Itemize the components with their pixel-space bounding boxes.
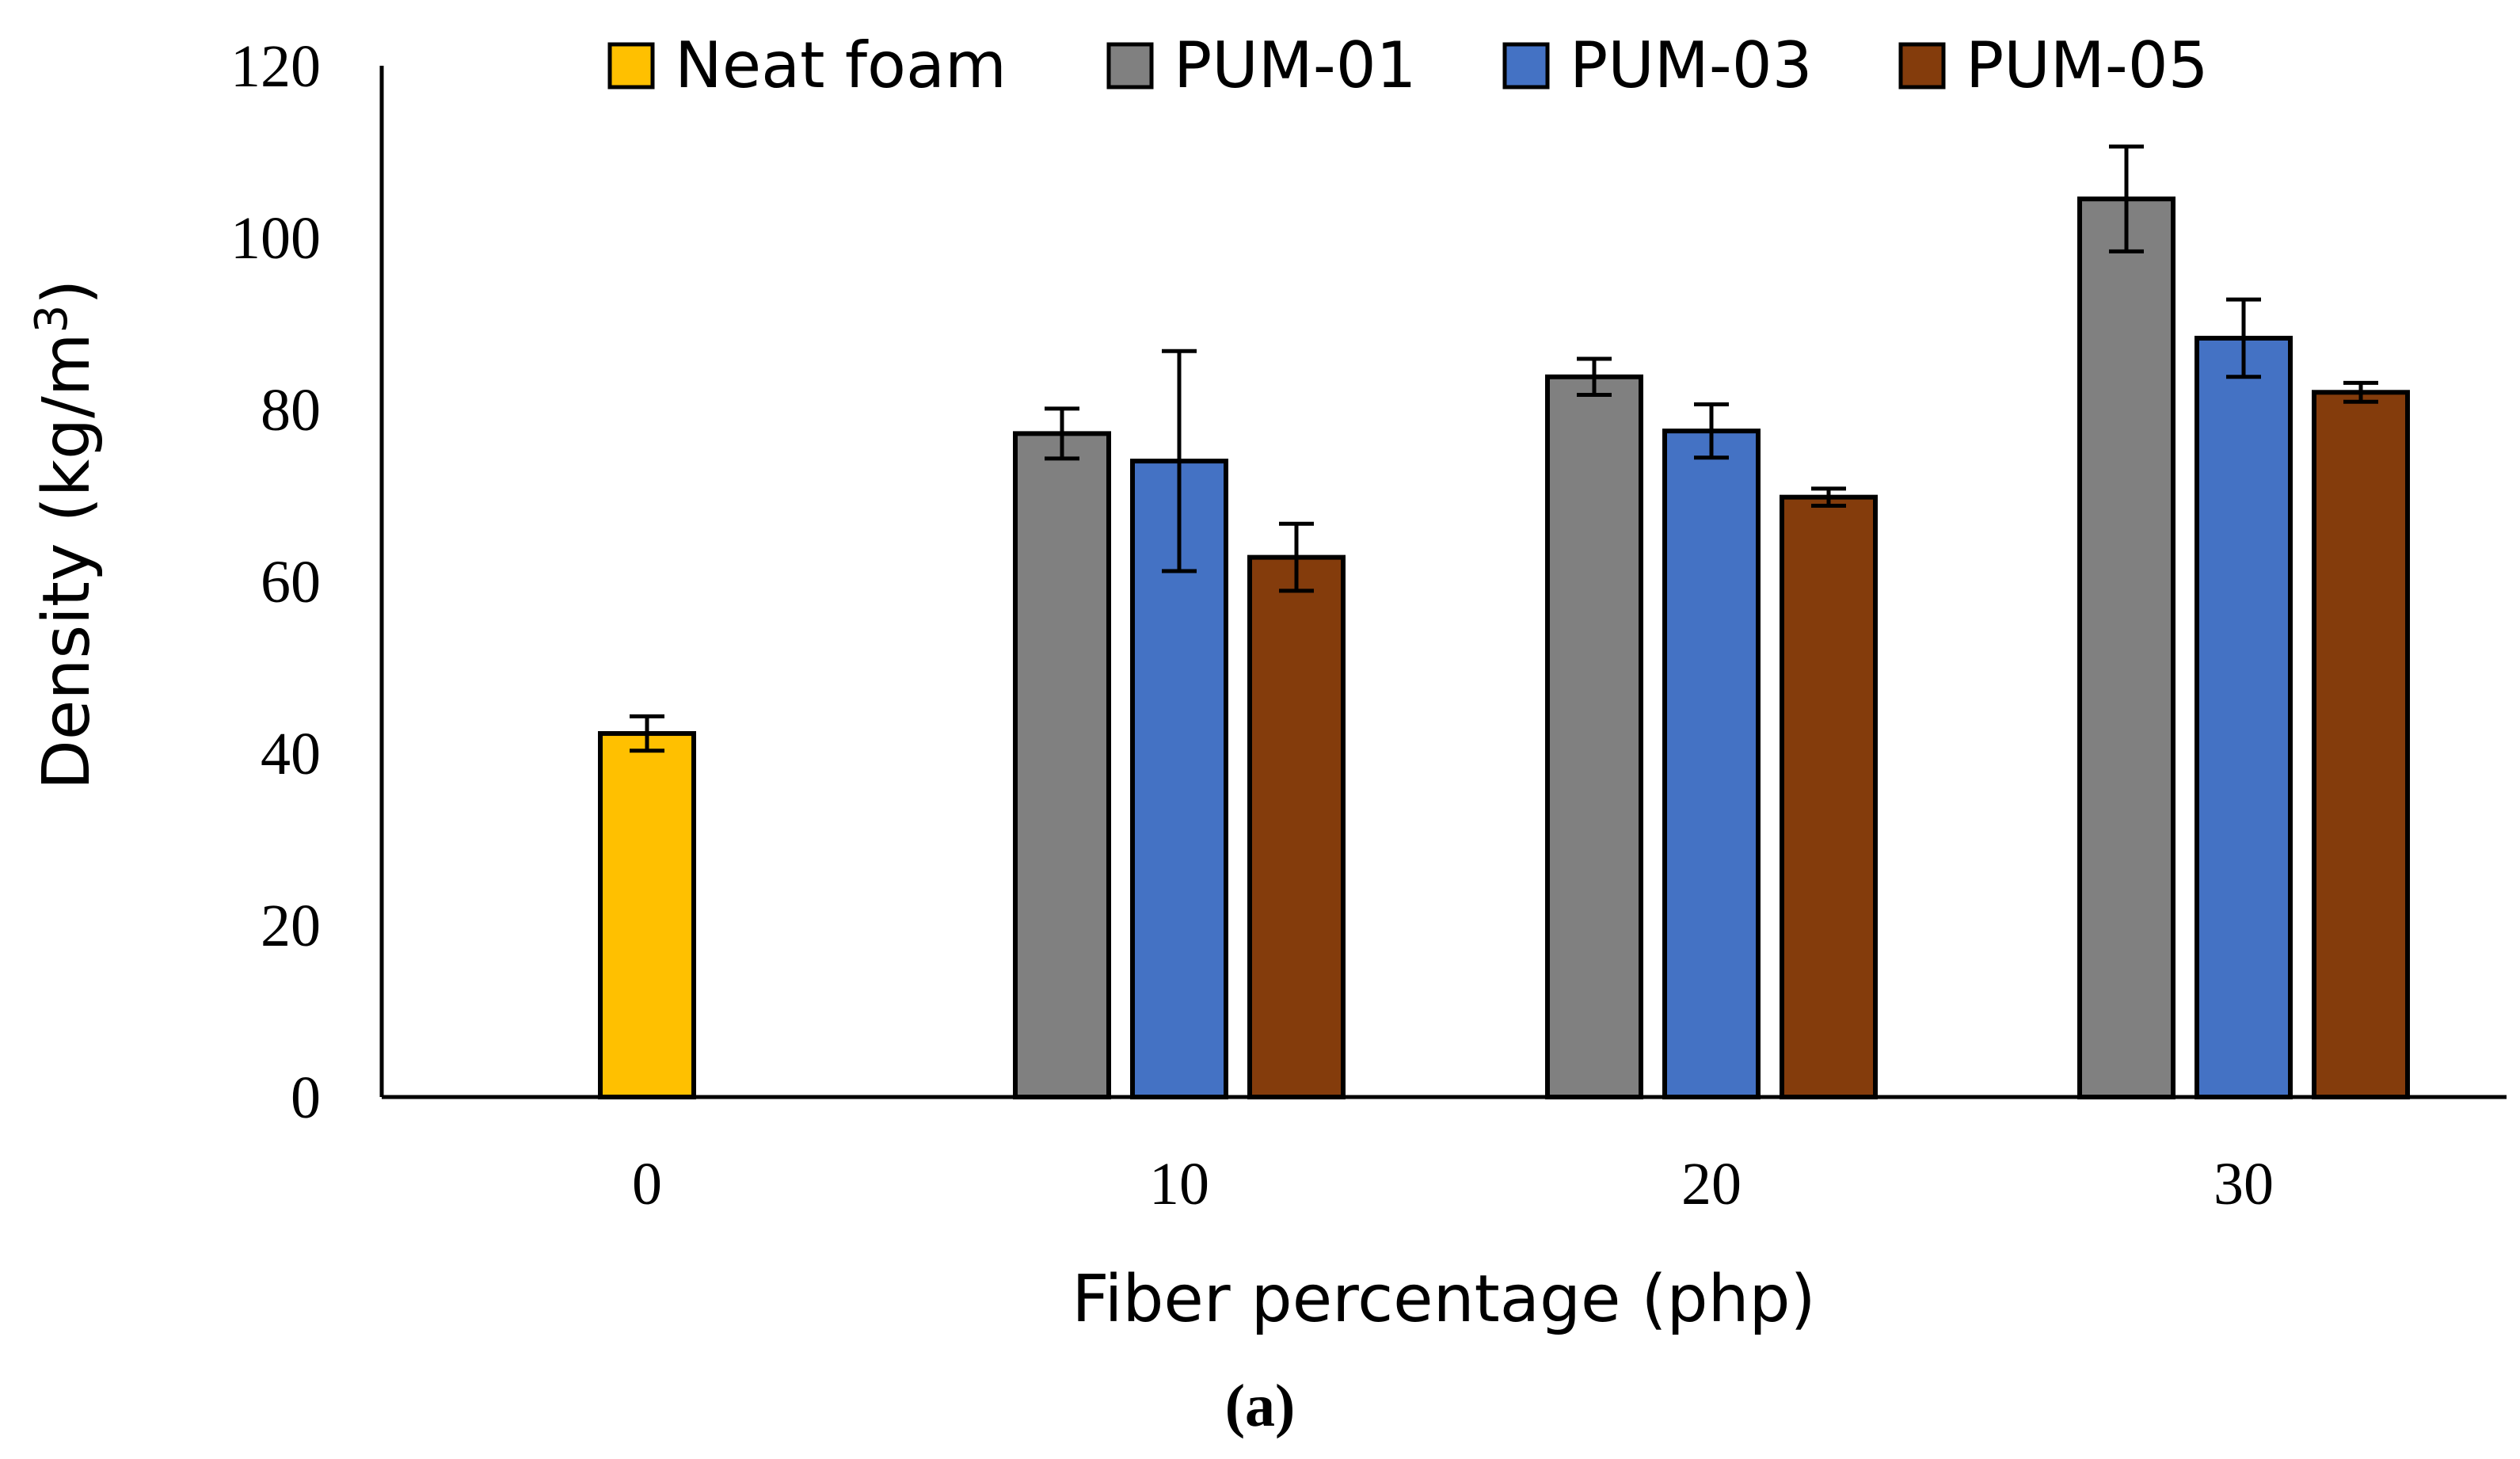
legend-label: PUM-01 [1174,29,1416,102]
legend-swatch [1106,42,1154,90]
bar-pum-01-20 [1545,374,1643,1099]
error-bar [2109,144,2144,253]
bar-pum-03-30 [2195,335,2293,1099]
bar-pum-03-20 [1662,429,1761,1099]
error-bar [1811,486,1846,509]
x-tick-label: 30 [2214,1151,2274,1217]
bar-pum-01-10 [1013,431,1111,1099]
legend: Neat foam PUM-01 PUM-03 PUM-05 [607,29,2208,102]
x-tick-label: 0 [632,1151,662,1217]
error-bar [1694,402,1729,460]
y-axis-title-superscript: 3 [26,305,78,333]
bars [598,196,2410,1099]
error-bar [1162,349,1197,573]
legend-item: PUM-01 [1106,29,1416,102]
error-bar [1279,521,1314,593]
y-tick-label: 40 [261,721,321,787]
legend-swatch [1898,42,1946,90]
error-bar [2343,380,2378,404]
y-tick-label: 80 [261,377,321,444]
y-axis-title-main: Density (kg/m [29,333,105,790]
legend-label: Neat foam [675,29,1007,102]
error-bar [1045,406,1079,461]
y-axis-title-close: ) [29,280,105,305]
legend-item: PUM-03 [1502,29,1812,102]
y-tick-label: 20 [261,893,321,959]
error-bar [630,714,664,753]
legend-label: PUM-05 [1966,29,2208,102]
y-axis-title: Density (kg/m3) [26,280,105,790]
x-axis-title: Fiber percentage (php) [1072,1262,1815,1337]
bar-pum-05-30 [2312,390,2410,1099]
error-bar [1577,356,1612,398]
figure-caption: (a) [1225,1373,1296,1439]
x-tick-label: 10 [1149,1151,1209,1217]
legend-item: Neat foam [607,29,1007,102]
error-bar [2226,297,2261,379]
legend-swatch [607,42,655,90]
y-tick-label: 100 [230,205,321,272]
y-axis-ticks: 0 20 40 60 80 100 120 [230,33,321,1131]
legend-label: PUM-03 [1570,29,1812,102]
x-tick-label: 20 [1681,1151,1742,1217]
bar-neat-foam-0 [598,731,696,1099]
legend-item: PUM-05 [1898,29,2208,102]
bar-pum-05-10 [1247,554,1346,1099]
legend-swatch [1502,42,1550,90]
x-axis-ticks: 0 10 20 30 [632,1151,2274,1217]
y-tick-label: 60 [261,549,321,615]
y-tick-label: 0 [291,1065,321,1131]
y-tick-label: 120 [230,33,321,100]
error-bars [630,144,2378,753]
bar-pum-01-30 [2077,196,2175,1099]
bar-pum-05-20 [1780,494,1878,1099]
